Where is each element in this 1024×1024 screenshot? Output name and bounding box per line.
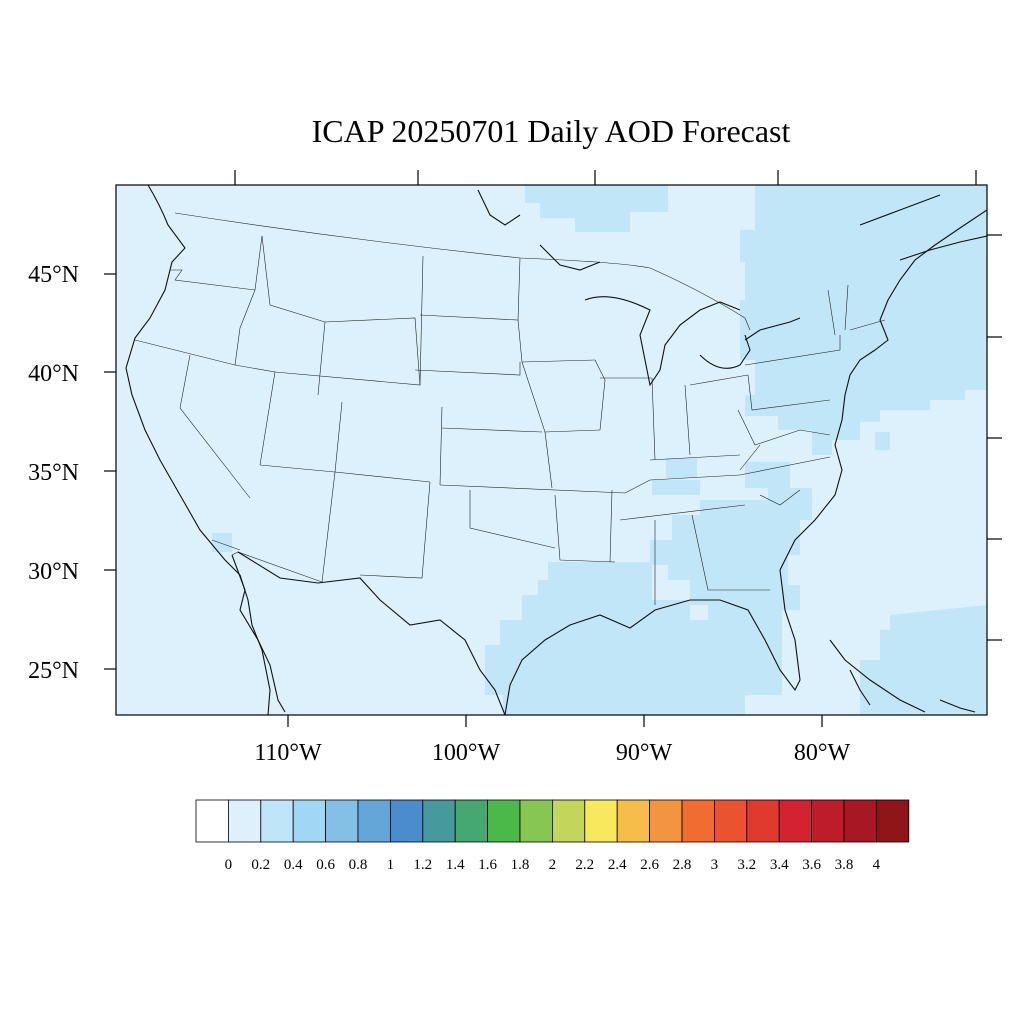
colorbar-label: 2.8 [673, 857, 692, 873]
colorbar-label: 0.8 [349, 857, 368, 873]
colorbar-label: 0.6 [316, 857, 335, 873]
lat-label: 30°N [28, 559, 79, 585]
colorbar-swatch [487, 799, 521, 843]
colorbar-swatch [227, 799, 262, 843]
lon-label: 80°W [794, 740, 851, 766]
colorbar-label: 0.4 [284, 857, 303, 873]
colorbar-labels: 0 0.2 0.4 0.6 0.8 1 1.2 1.4 1.6 1.8 2 2.2 2.4 2.6 2.8 3… [225, 857, 881, 873]
aod-patch-tennessee [666, 458, 697, 478]
state-boundaries [134, 212, 886, 605]
colorbar-swatch [325, 799, 359, 843]
colorbar-swatch [195, 799, 229, 843]
aod-patch-carolinas [745, 462, 790, 488]
aod-patch-arizona [212, 533, 232, 552]
colorbar-swatch [843, 799, 877, 843]
colorbar-label: 3.4 [770, 857, 789, 873]
map-panel [115, 184, 988, 716]
longitude-labels: 110°W 100°W 90°W 80°W [254, 740, 850, 766]
colorbar-swatch [746, 799, 780, 843]
aod-elevated-areas [212, 185, 987, 715]
colorbar-label: 4 [873, 857, 881, 873]
colorbar-label: 3.8 [835, 857, 854, 873]
colorbar-label: 3.6 [802, 857, 821, 873]
colorbar-swatch [714, 799, 748, 843]
colorbar-swatch [811, 799, 845, 843]
colorbar-label: 1 [387, 857, 395, 873]
colorbar-swatch [552, 799, 586, 843]
colorbar-label: 2.2 [575, 857, 594, 873]
lat-label: 45°N [28, 262, 79, 288]
colorbar-swatch [389, 799, 424, 843]
colorbar-label: 1.6 [478, 857, 497, 873]
aod-patch-kentucky [652, 480, 700, 495]
aod-patch-southeast [650, 488, 812, 695]
aod-patch-gulf [485, 562, 745, 715]
colorbar-swatch [649, 799, 683, 843]
lon-label: 90°W [616, 740, 673, 766]
colorbar-swatch [584, 799, 618, 843]
colorbar-label: 0 [225, 857, 233, 873]
coastlines [125, 185, 987, 715]
colorbar-label: 0.2 [251, 857, 270, 873]
colorbar-swatch [519, 799, 553, 843]
aod-patch-canada-north [525, 185, 668, 232]
aod-colorbar [195, 799, 910, 843]
figure-title: ICAP 20250701 Daily AOD Forecast [312, 113, 791, 149]
colorbar-label: 1.8 [511, 857, 530, 873]
lon-label: 100°W [432, 740, 501, 766]
aod-patch-caribbean [860, 605, 987, 715]
colorbar-swatch [357, 799, 391, 843]
colorbar-swatch [616, 799, 651, 843]
colorbar-label: 2.6 [640, 857, 659, 873]
colorbar-swatch [260, 799, 294, 843]
lat-label: 35°N [28, 460, 79, 486]
lat-label: 25°N [28, 658, 79, 684]
lat-label: 40°N [28, 361, 79, 387]
colorbar-swatch [292, 799, 327, 843]
map-tick-marks [104, 170, 1002, 727]
colorbar-swatch [681, 799, 715, 843]
colorbar-label: 2.4 [608, 857, 627, 873]
colorbar-label: 1.4 [446, 857, 465, 873]
colorbar-swatch [454, 799, 489, 843]
aod-patch-atlantic-small [875, 432, 890, 450]
map-border [115, 184, 988, 716]
colorbar-swatch [422, 799, 456, 843]
colorbar-label: 2 [549, 857, 557, 873]
colorbar-label: 3 [711, 857, 719, 873]
latitude-labels: 45°N 40°N 35°N 30°N 25°N [28, 262, 79, 684]
lon-label: 110°W [254, 740, 322, 766]
colorbar-label: 1.2 [413, 857, 432, 873]
colorbar-swatch [778, 799, 813, 843]
colorbar-swatch [876, 799, 910, 843]
colorbar-label: 3.2 [737, 857, 756, 873]
